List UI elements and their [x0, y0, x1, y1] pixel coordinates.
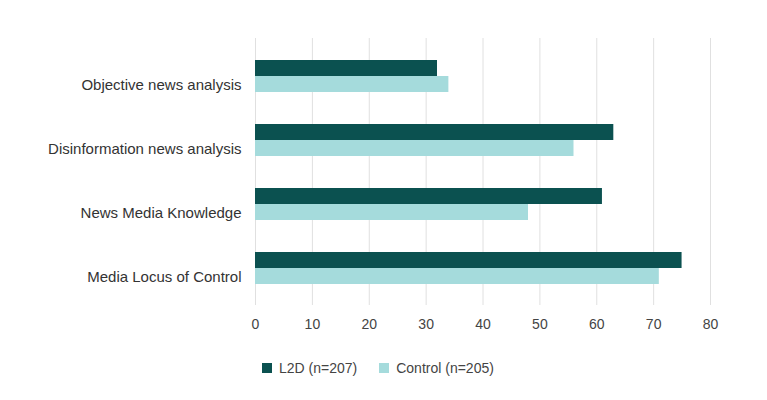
svg-text:0: 0	[252, 316, 260, 332]
svg-text:80: 80	[703, 316, 719, 332]
svg-text:70: 70	[646, 316, 662, 332]
svg-text:30: 30	[418, 316, 434, 332]
html-text:L2D (n=207): L2D (n=207)	[279, 360, 358, 376]
svg-text:20: 20	[361, 316, 377, 332]
svg-text:60: 60	[589, 316, 605, 332]
html-text:Control (n=205): Control (n=205)	[396, 360, 494, 376]
svg-text:50: 50	[532, 316, 548, 332]
svg-text:News Media Knowledge: News Media Knowledge	[81, 204, 242, 221]
svg-text:Media Locus of Control: Media Locus of Control	[87, 268, 241, 285]
svg-text:10: 10	[305, 316, 321, 332]
svg-text:40: 40	[475, 316, 491, 332]
svg-text:Objective news analysis: Objective news analysis	[81, 76, 241, 93]
svg-text:Disinformation news analysis: Disinformation news analysis	[48, 140, 241, 157]
